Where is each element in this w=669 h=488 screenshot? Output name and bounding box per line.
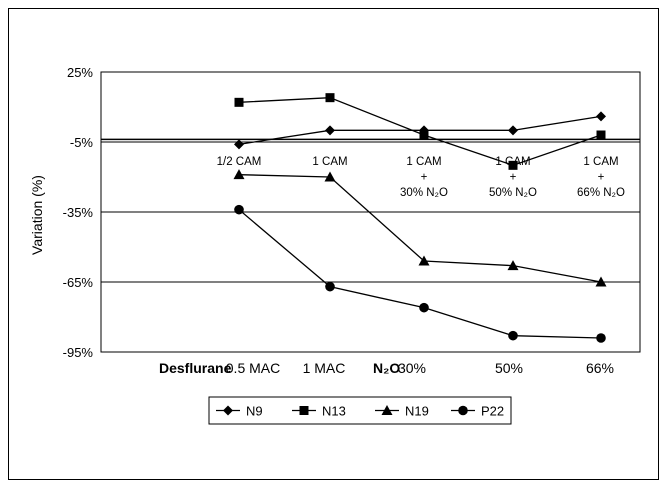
square-marker [419,130,429,140]
y-tick-labels: 25% -5% -35% -65% -95% [63,65,94,360]
circle-marker [234,204,244,215]
inner-annotation: 1 CAM +66% N₂O [577,156,625,199]
x-category-labels: Desflurane N₂O 0.5 MAC 1 MAC 30% 50% 66% [159,360,614,376]
x-category-label: 66% [586,360,614,376]
y-tick-label: -35% [63,205,94,220]
circle-marker [419,302,429,313]
diamond-marker [223,405,233,416]
diamond-marker [596,111,606,122]
series-n13 [234,93,606,170]
x-prefix-n2o: N₂O [373,360,400,376]
inner-annotation: 1 CAM +30% N₂O [400,156,448,199]
legend: N9 N13 N19 P22 [208,396,512,425]
series-group [233,93,607,343]
y-tick-label: 25% [67,65,93,80]
series-line [238,209,602,339]
x-category-label: 1 MAC [303,360,346,376]
diamond-marker [325,125,335,136]
y-tick-label: -5% [70,135,94,150]
diamond-marker [508,125,518,136]
x-category-label: 50% [495,360,523,376]
legend-item-n19: N19 [375,404,429,419]
circle-marker [325,281,335,292]
legend-item-n13: N13 [292,404,346,419]
triangle-marker [324,171,336,182]
legend-label: N13 [322,404,346,419]
inner-annotation: 1/2 CAM [217,156,262,168]
triangle-marker [418,255,430,266]
triangle-marker [233,169,245,180]
series-n19 [233,169,607,287]
legend-label: P22 [481,404,504,419]
inner-annotation: 1 CAM [312,156,347,168]
triangle-marker [381,405,393,415]
triangle-marker [595,276,607,287]
plot-area [100,71,641,353]
series-p22 [234,204,606,343]
circle-marker [458,405,468,416]
legend-label: N9 [246,404,263,419]
square-marker [596,130,606,140]
series-n9 [234,111,606,150]
legend-box [208,396,512,425]
x-category-label: 0.5 MAC [226,360,280,376]
circle-marker [596,333,606,343]
x-prefix-desflurane: Desflurane [159,360,232,376]
legend-label: N19 [405,404,429,419]
square-marker [325,93,335,103]
diamond-marker [234,139,244,150]
y-tick-label: -65% [63,275,94,290]
circle-marker [508,330,518,341]
square-marker [234,97,244,107]
triangle-marker [507,260,519,271]
legend-item-p22: P22 [451,404,504,419]
square-marker [299,406,309,415]
y-axis-label: Variation (%) [29,175,45,255]
x-category-label: 30% [398,360,426,376]
square-marker [508,160,518,170]
legend-item-n9: N9 [216,404,263,419]
y-tick-label: -95% [63,345,94,360]
